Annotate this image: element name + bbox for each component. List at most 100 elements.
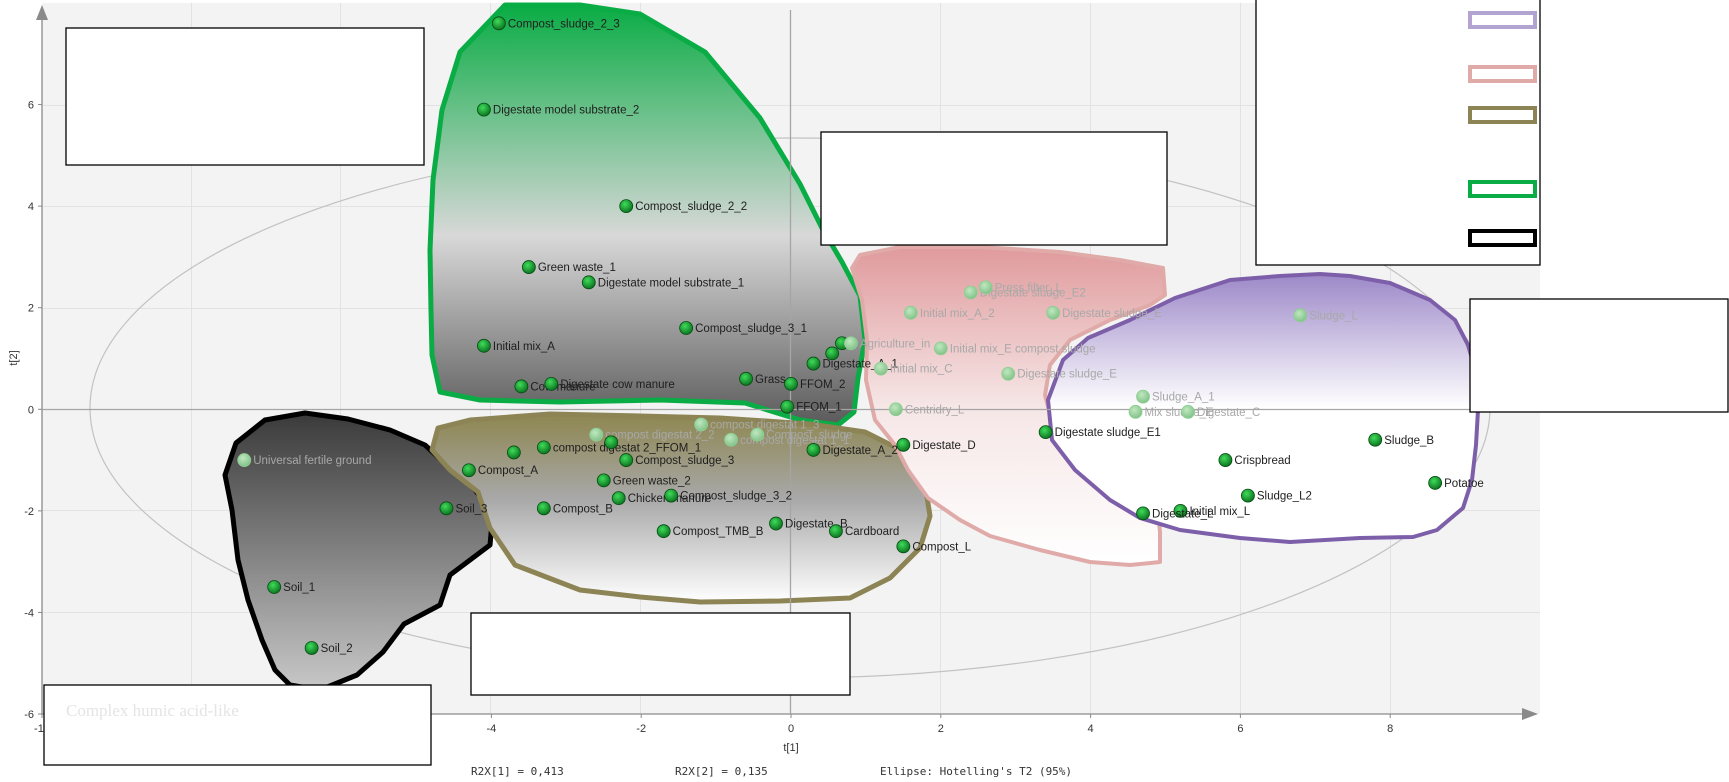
data-point-label: FFOM_1: [796, 402, 841, 414]
data-point[interactable]: [679, 321, 694, 335]
data-point[interactable]: [724, 432, 738, 447]
label-box-top-left: [65, 27, 425, 166]
data-point-label: Digestate_C: [1197, 407, 1260, 419]
y-tick-label: 6: [28, 100, 34, 112]
data-point[interactable]: [581, 275, 596, 290]
data-point[interactable]: [1038, 425, 1053, 440]
data-point[interactable]: [1046, 305, 1061, 320]
data-point-label: Initial mix_A_2: [920, 308, 995, 320]
data-point[interactable]: [873, 361, 888, 376]
data-point[interactable]: [536, 501, 551, 516]
data-point[interactable]: [825, 346, 840, 361]
data-point-label: Cardboard: [845, 526, 899, 538]
data-point-label: Compost_sludge_3_1: [695, 323, 807, 335]
data-point-label: Compost_TMB_B: [673, 526, 764, 538]
data-point-label: Digestate_L: [1152, 508, 1214, 520]
data-point[interactable]: [656, 524, 671, 539]
data-point[interactable]: [694, 417, 709, 432]
data-point-label: Sludge_L2: [1257, 491, 1312, 503]
data-point-label: Green waste_1: [538, 262, 616, 274]
data-point[interactable]: [521, 260, 536, 274]
data-point[interactable]: [514, 379, 529, 394]
data-point[interactable]: [589, 427, 604, 442]
data-point[interactable]: [1136, 506, 1150, 521]
data-point-label: Press filter_L: [995, 282, 1063, 294]
data-point[interactable]: [963, 285, 978, 300]
data-point-label: Mix sludge_E: [1145, 407, 1214, 419]
data-point[interactable]: [611, 491, 626, 506]
data-point[interactable]: [844, 336, 858, 351]
data-point[interactable]: [806, 356, 821, 371]
data-point[interactable]: [477, 338, 491, 353]
data-point[interactable]: [619, 453, 634, 467]
data-point[interactable]: [491, 16, 506, 31]
data-point-label: Compost_A: [478, 465, 538, 477]
x-tick-label: 6: [1237, 723, 1243, 735]
data-point[interactable]: [1293, 308, 1308, 323]
data-point[interactable]: [806, 443, 821, 457]
data-point[interactable]: [664, 488, 679, 503]
data-point[interactable]: [1136, 389, 1150, 404]
data-point-label: Centridry_L: [905, 404, 965, 416]
data-point[interactable]: [888, 402, 903, 417]
y-tick-label: 0: [28, 404, 34, 416]
data-point-label: Sludge_B: [1384, 435, 1434, 447]
data-point[interactable]: [1001, 366, 1016, 381]
data-point-label: compost digestat 1_3: [710, 420, 819, 432]
r2x2-text: R2X[2] = 0,135: [675, 765, 768, 778]
data-point-label: Digestate model substrate_1: [598, 277, 744, 289]
y-axis-ticks: -6 -4 -2 0 2 4 6: [24, 100, 42, 721]
y-axis-label: t[2]: [8, 350, 20, 365]
data-point[interactable]: [784, 376, 798, 391]
data-point-label: Soil_1: [283, 582, 315, 594]
data-point[interactable]: [477, 102, 491, 117]
data-point[interactable]: [978, 280, 993, 295]
legend-swatch: [1468, 180, 1537, 198]
data-point-label: Green waste_2: [613, 475, 691, 487]
data-point[interactable]: [267, 580, 282, 594]
data-point[interactable]: [619, 199, 634, 214]
label-box-bottom-left: [43, 684, 432, 766]
data-point[interactable]: [536, 440, 551, 455]
data-point[interactable]: [439, 501, 454, 516]
data-point-label: Compost_L: [912, 541, 971, 553]
data-point[interactable]: [933, 341, 948, 356]
data-point[interactable]: [506, 445, 521, 460]
data-point[interactable]: [896, 539, 911, 554]
label-box-top-center: [820, 131, 1168, 246]
data-point[interactable]: [903, 305, 918, 320]
legend-swatch: [1468, 106, 1537, 124]
data-point[interactable]: [739, 371, 753, 386]
data-point[interactable]: [1181, 404, 1195, 419]
data-point[interactable]: [1240, 488, 1255, 503]
data-point[interactable]: [544, 376, 559, 391]
data-point-label: compost digestat 2_2: [605, 430, 714, 442]
data-point[interactable]: [780, 399, 795, 414]
data-point[interactable]: [604, 435, 619, 450]
data-point[interactable]: [769, 516, 783, 531]
legend-box: [1255, 0, 1541, 266]
data-point-label: Digestate cow manure: [560, 379, 674, 391]
data-point[interactable]: [1218, 453, 1233, 467]
data-point[interactable]: [304, 641, 319, 655]
data-point-label: Compost_sludge: [766, 430, 852, 442]
data-point[interactable]: [829, 524, 843, 539]
group-outline-green: [427, 2, 868, 428]
y-tick-label: -6: [24, 709, 34, 721]
data-point[interactable]: [237, 453, 252, 467]
data-point[interactable]: [896, 437, 911, 452]
data-point[interactable]: [1173, 503, 1188, 518]
data-point[interactable]: [1368, 432, 1383, 447]
data-point[interactable]: [462, 463, 476, 478]
legend-swatches: [1468, 11, 1537, 247]
y-tick-label: -4: [24, 607, 34, 619]
data-point[interactable]: [1128, 404, 1143, 419]
group-outline-black: [222, 410, 496, 693]
data-point[interactable]: [750, 427, 765, 442]
data-point[interactable]: [1428, 476, 1443, 490]
data-point[interactable]: [596, 473, 611, 488]
y-tick-label: 4: [28, 201, 34, 213]
data-points: Compost_sludge_2_3 Digestate model substr…: [237, 16, 1484, 655]
legend-swatch: [1468, 229, 1537, 247]
x-tick-label: 2: [938, 723, 944, 735]
